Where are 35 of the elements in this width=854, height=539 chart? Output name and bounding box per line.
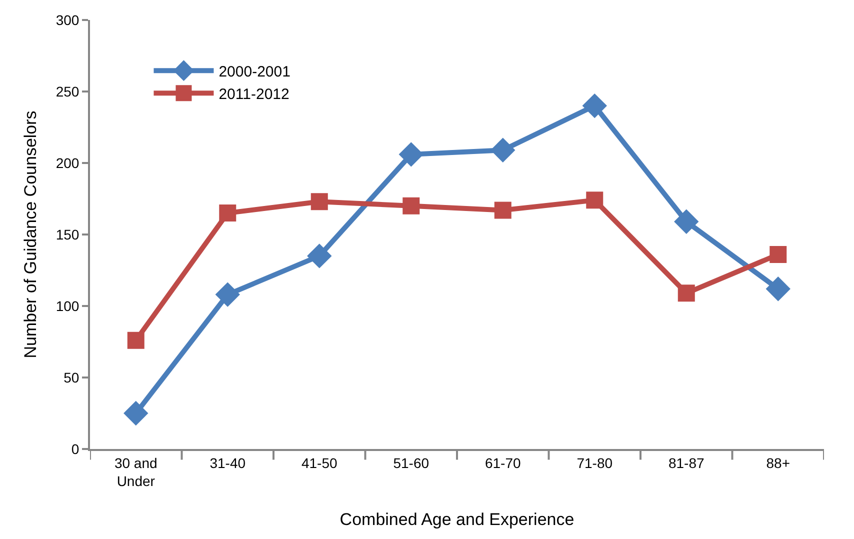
x-tick-label: 88+ bbox=[766, 454, 790, 471]
x-tick-label: 30 and Under bbox=[114, 454, 158, 489]
point bbox=[310, 193, 328, 210]
legend-label: 2000-2001 bbox=[218, 63, 290, 80]
point bbox=[674, 209, 699, 234]
x-axis-title: Combined Age and Experience bbox=[340, 510, 574, 529]
point bbox=[490, 138, 516, 162]
y-tick-label: 0 bbox=[71, 440, 80, 457]
y-tick-label: 100 bbox=[56, 298, 80, 314]
point bbox=[402, 197, 420, 214]
x-tick-label: 31-40 bbox=[210, 454, 246, 471]
point bbox=[215, 282, 240, 307]
point bbox=[586, 192, 604, 209]
point bbox=[307, 244, 332, 268]
y-tick-label: 300 bbox=[56, 12, 80, 28]
point bbox=[124, 400, 148, 426]
y-tick-label: 150 bbox=[56, 226, 80, 242]
legend-label: 2011-2012 bbox=[218, 86, 290, 103]
x-tick-label: 51-60 bbox=[393, 454, 430, 471]
x-tick-label: 61-70 bbox=[484, 454, 521, 471]
point bbox=[127, 332, 144, 349]
x-tick-label: 81-87 bbox=[668, 454, 704, 471]
point bbox=[582, 93, 607, 118]
point bbox=[766, 276, 790, 302]
y-tick-label: 50 bbox=[64, 369, 80, 386]
point bbox=[494, 202, 512, 219]
y-tick-label: 250 bbox=[56, 83, 80, 100]
y-tick-label: 200 bbox=[56, 154, 80, 171]
y-axis-title: Number of Guidance Counselors bbox=[20, 110, 40, 358]
x-tick-label: 41-50 bbox=[301, 454, 338, 471]
point bbox=[398, 142, 424, 167]
point bbox=[219, 204, 236, 222]
point bbox=[770, 246, 787, 264]
x-tick-label: 71-80 bbox=[576, 454, 613, 471]
point bbox=[678, 284, 695, 302]
